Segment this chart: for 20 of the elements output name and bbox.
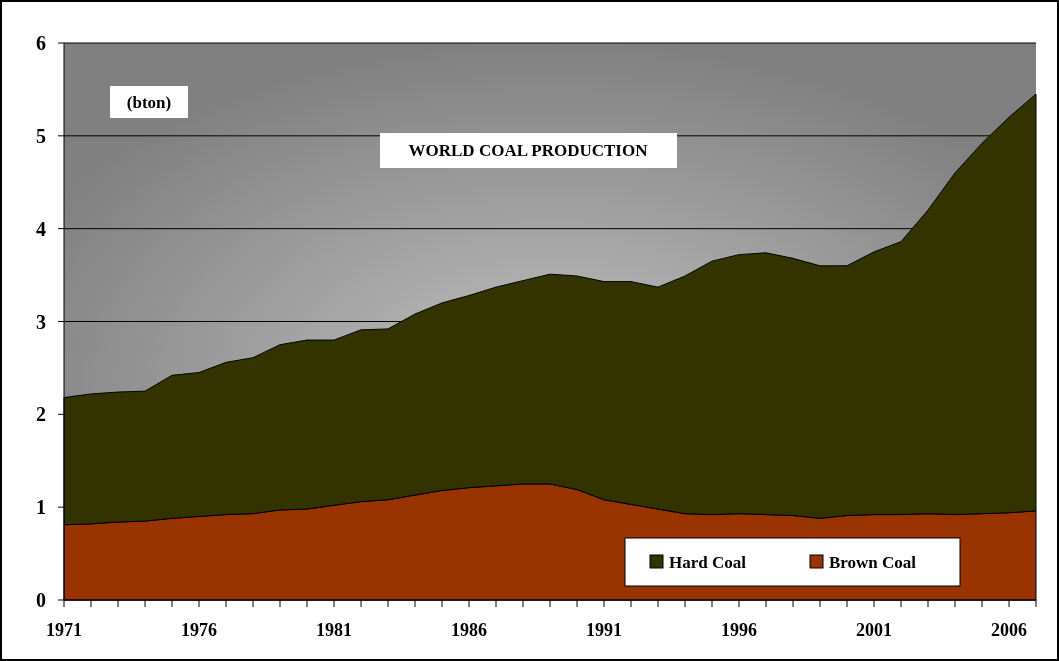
x-tick-label: 1986	[451, 620, 487, 640]
y-tick-label: 0	[36, 589, 46, 611]
y-tick-label: 3	[36, 310, 46, 333]
legend-label: Hard Coal	[669, 552, 747, 572]
y-tick-label: 5	[36, 124, 46, 147]
title-box: WORLD COAL PRODUCTION	[380, 133, 677, 168]
y-tick-label: 4	[36, 217, 46, 240]
legend-label: Brown Coal	[829, 552, 917, 572]
label-box: (bton)	[110, 86, 188, 118]
x-tick-label: 1996	[721, 620, 757, 640]
x-tick-label: 1991	[586, 620, 622, 640]
y-tick-label: 6	[36, 32, 46, 54]
y-tick-label: 1	[36, 496, 46, 519]
x-tick-label: 2001	[856, 620, 892, 640]
y-axis-title: (bton)	[126, 92, 172, 112]
x-tick-label: 1971	[46, 620, 82, 640]
y-tick-label: 2	[36, 403, 46, 426]
x-tick-label: 1981	[316, 620, 352, 640]
x-tick-label: 1976	[181, 620, 217, 640]
x-tick-label: 2006	[991, 620, 1027, 640]
